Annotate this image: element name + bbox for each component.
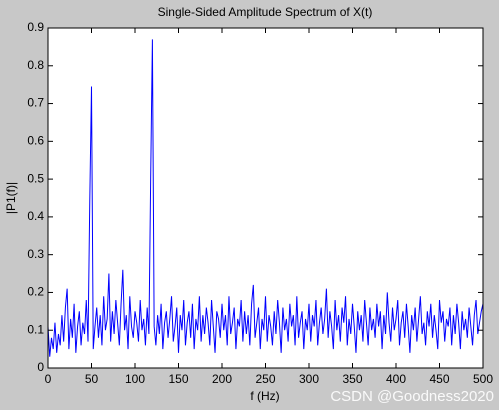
x-tick-label: 500 — [473, 372, 493, 386]
y-tick-label: 0.7 — [27, 96, 44, 110]
y-tick-label: 0.2 — [27, 285, 44, 299]
chart-title: Single-Sided Amplitude Spectrum of X(t) — [158, 5, 373, 19]
y-tick-label: 0.4 — [27, 209, 44, 223]
spectrum-line — [47, 39, 484, 357]
y-tick-label: 0 — [37, 360, 44, 374]
x-tick-label: 250 — [255, 372, 275, 386]
y-tick-label: 0.9 — [27, 20, 44, 34]
watermark: CSDN @Goodness2020 — [330, 388, 494, 405]
x-tick-label: 100 — [125, 372, 145, 386]
x-tick-label: 300 — [299, 372, 319, 386]
x-tick-label: 50 — [85, 372, 99, 386]
x-tick-label: 350 — [342, 372, 362, 386]
y-tick-label: 0.8 — [27, 58, 44, 72]
x-tick-label: 0 — [45, 372, 52, 386]
y-axis-label: |P1(f)| — [4, 182, 18, 214]
y-tick-label: 0.5 — [27, 171, 44, 185]
x-tick-label: 450 — [429, 372, 449, 386]
y-tick-label: 0.3 — [27, 247, 44, 261]
x-tick-label: 150 — [168, 372, 188, 386]
x-axis-label: f (Hz) — [250, 389, 279, 403]
y-tick-label: 0.1 — [27, 322, 44, 336]
y-tick-label: 0.6 — [27, 134, 44, 148]
x-tick-label: 200 — [212, 372, 232, 386]
x-tick-label: 400 — [386, 372, 406, 386]
